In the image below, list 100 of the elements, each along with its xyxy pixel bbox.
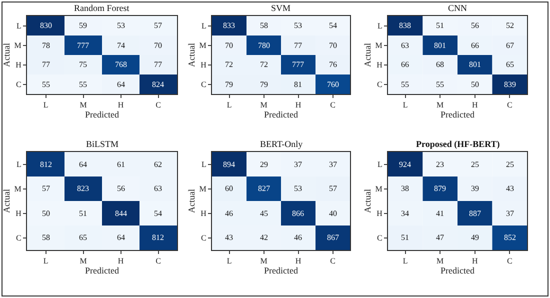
data-label: 29 [260,160,268,169]
y-tick-label: H [16,60,22,70]
data-label: 77 [42,60,50,69]
y-tick-label: L [378,22,383,31]
y-tick-label: H [376,209,383,218]
data-label: 65 [79,233,87,242]
x-tick-label: H [118,100,124,110]
y-tick-label: M [375,41,382,50]
data-label: 70 [154,41,162,50]
data-label: 59 [79,21,87,30]
y-tick-label: C [16,234,22,243]
data-label: 75 [79,60,87,69]
data-label: 866 [292,209,304,218]
data-label: 56 [117,184,125,193]
x-tick-label: H [118,256,124,266]
x-tick-label: H [472,256,478,266]
data-label: 66 [401,60,409,69]
data-label: 55 [79,80,87,89]
data-label: 72 [260,60,268,69]
y-tick-label: L [16,160,22,170]
x-tick-label: L [43,256,48,266]
chart-title: BERT-Only [260,139,304,149]
y-axis-title: Actual [186,42,197,67]
data-label: 57 [154,21,162,30]
data-label: 43 [225,233,233,242]
chart-title: SVM [271,3,291,13]
x-tick-label: C [156,100,161,110]
data-label: 801 [434,41,446,50]
y-tick-label: L [202,22,207,31]
y-axis-title: Actual [362,42,373,67]
data-label: 40 [329,209,337,218]
data-label: 60 [225,184,233,193]
data-label: 63 [154,184,162,193]
data-label: 37 [294,160,302,169]
y-tick-label: M [14,184,22,194]
x-tick-label: H [295,256,302,266]
x-tick-label: C [506,100,512,110]
x-tick-label: M [80,100,87,110]
y-tick-label: L [202,160,207,170]
data-label: 77 [294,41,302,50]
y-tick-label: C [201,80,206,90]
data-label: 53 [294,184,302,193]
data-label: 55 [401,80,409,89]
x-tick-label: H [472,100,478,110]
y-tick-label: M [199,41,206,50]
data-label: 839 [504,80,516,89]
data-label: 51 [401,233,409,242]
y-tick-label: M [14,41,22,50]
data-label: 52 [506,21,514,30]
data-label: 824 [152,80,164,89]
data-label: 43 [506,184,514,193]
data-label: 65 [506,60,514,69]
x-tick-label: L [226,256,232,266]
data-label: 760 [327,80,339,89]
data-label: 777 [77,41,89,50]
data-label: 61 [117,160,125,169]
data-label: 827 [258,184,270,193]
data-label: 38 [401,184,409,193]
data-label: 76 [329,60,337,69]
x-tick-label: C [330,256,336,266]
data-label: 70 [225,41,233,50]
data-label: 852 [504,233,516,242]
x-tick-label: L [402,256,408,266]
data-label: 887 [469,209,481,218]
data-label: 894 [223,160,235,169]
y-axis-title: Actual [2,188,12,213]
data-label: 41 [436,209,444,218]
data-label: 64 [117,233,125,242]
x-tick-label: M [436,256,444,266]
data-label: 58 [42,233,50,242]
chart-title: CNN [448,3,468,13]
data-label: 62 [154,160,162,169]
data-label: 53 [294,21,302,30]
data-label: 63 [401,41,409,50]
x-axis-title: Predicted [85,110,120,120]
data-label: 66 [471,41,479,50]
data-label: 833 [223,21,235,30]
data-label: 49 [471,233,479,242]
y-tick-label: M [199,184,206,194]
y-tick-label: C [377,80,382,90]
data-label: 51 [436,21,444,30]
x-tick-label: M [80,256,87,266]
data-label: 844 [115,209,127,218]
x-axis-title: Predicted [440,266,475,276]
data-label: 23 [436,160,444,169]
y-axis-title: Actual [186,188,197,213]
y-tick-label: H [200,209,207,218]
data-label: 55 [42,80,50,89]
data-label: 81 [294,80,302,89]
data-label: 45 [260,209,268,218]
data-label: 46 [294,233,302,242]
data-label: 64 [117,80,125,89]
x-axis-title: Predicted [264,110,298,120]
data-label: 79 [260,80,268,89]
data-label: 46 [225,209,233,218]
data-label: 67 [506,41,514,50]
data-label: 57 [329,184,337,193]
data-label: 56 [471,21,479,30]
x-tick-label: C [330,100,336,110]
data-label: 37 [329,160,337,169]
